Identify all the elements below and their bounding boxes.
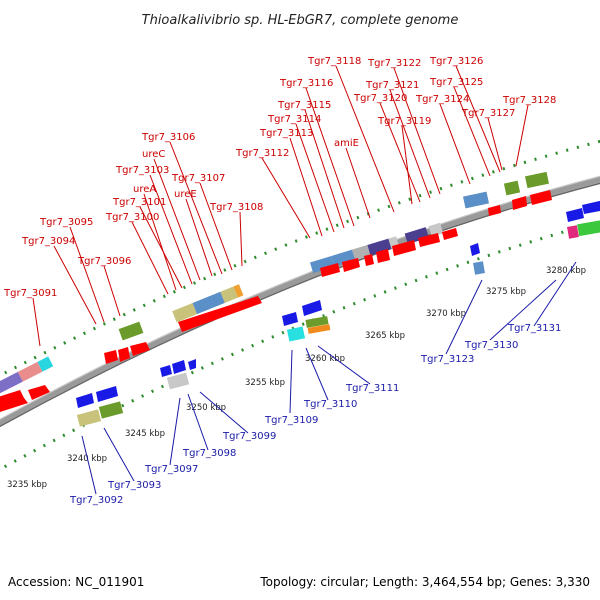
reverse-cds-arrows: [76, 200, 600, 408]
scale-label-3240: 3240 kbp: [67, 454, 107, 464]
gene-label-Tgr7_3091[interactable]: Tgr7_3091: [3, 288, 57, 299]
gene-label-Tgr7_3109[interactable]: Tgr7_3109: [264, 415, 318, 426]
gene-label-Tgr7_3095[interactable]: Tgr7_3095: [39, 217, 93, 228]
gene-label-Tgr7_3111[interactable]: Tgr7_3111: [345, 383, 399, 394]
gene-label-Tgr7_3125[interactable]: Tgr7_3125: [429, 77, 483, 88]
genome-backbone: [0, 175, 600, 428]
gene-label-ureC[interactable]: ureC: [142, 149, 165, 160]
gene-label-Tgr7_3130[interactable]: Tgr7_3130: [464, 340, 518, 351]
gene-label-Tgr7_3100[interactable]: Tgr7_3100: [105, 212, 159, 223]
reverse-annotation-blocks: [76, 219, 600, 427]
reverse-gene-labels: Tgr7_3092 Tgr7_3093 Tgr7_3097 Tgr7_3098 …: [69, 323, 561, 506]
gene-label-Tgr7_3094[interactable]: Tgr7_3094: [21, 236, 75, 247]
scale-label-3260: 3260 kbp: [305, 354, 345, 364]
scale-label-3235: 3235 kbp: [7, 480, 47, 490]
gene-label-Tgr7_3114[interactable]: Tgr7_3114: [267, 114, 321, 125]
genome-summary-text: Topology: circular; Length: 3,464,554 bp…: [259, 575, 590, 589]
scale-label-3265: 3265 kbp: [365, 331, 405, 341]
scale-labels: 3235 kbp 3240 kbp 3245 kbp 3250 kbp 3255…: [7, 266, 586, 490]
gene-label-ureE[interactable]: ureE: [174, 189, 197, 200]
gene-label-Tgr7_3127[interactable]: Tgr7_3127: [461, 108, 515, 119]
scale-label-3280: 3280 kbp: [546, 266, 586, 276]
gene-label-Tgr7_3093[interactable]: Tgr7_3093: [107, 480, 161, 491]
gene-label-ureA[interactable]: ureA: [133, 184, 156, 195]
gene-label-Tgr7_3120[interactable]: Tgr7_3120: [353, 93, 407, 104]
gene-label-Tgr7_3121[interactable]: Tgr7_3121: [365, 80, 419, 91]
gene-label-Tgr7_3128[interactable]: Tgr7_3128: [502, 95, 556, 106]
scale-label-3245: 3245 kbp: [125, 429, 165, 439]
gene-label-Tgr7_3131[interactable]: Tgr7_3131: [507, 323, 561, 334]
scale-label-3275: 3275 kbp: [486, 287, 526, 297]
gene-label-Tgr7_3101[interactable]: Tgr7_3101: [112, 197, 166, 208]
map-title: Thioalkalivibrio sp. HL-EbGR7, complete …: [142, 13, 459, 28]
gene-label-Tgr7_3103[interactable]: Tgr7_3103: [115, 165, 169, 176]
gene-label-Tgr7_3119[interactable]: Tgr7_3119: [377, 116, 431, 127]
gene-label-Tgr7_3092[interactable]: Tgr7_3092: [69, 495, 123, 506]
gene-label-Tgr7_3097[interactable]: Tgr7_3097: [144, 464, 198, 475]
gene-label-Tgr7_3124[interactable]: Tgr7_3124: [415, 94, 469, 105]
gene-label-Tgr7_3112[interactable]: Tgr7_3112: [235, 148, 289, 159]
gene-label-Tgr7_3113[interactable]: Tgr7_3113: [259, 128, 313, 139]
gene-label-Tgr7_3123[interactable]: Tgr7_3123: [420, 354, 474, 365]
gene-label-Tgr7_3116[interactable]: Tgr7_3116: [279, 78, 333, 89]
scale-label-3255: 3255 kbp: [245, 378, 285, 388]
gene-label-Tgr7_3098[interactable]: Tgr7_3098: [182, 448, 236, 459]
gene-label-Tgr7_3122[interactable]: Tgr7_3122: [367, 58, 421, 69]
gene-label-Tgr7_3126[interactable]: Tgr7_3126: [429, 56, 483, 67]
forward-cds-arrows: [0, 190, 552, 412]
reverse-label-leaders: [81, 261, 577, 495]
gene-label-Tgr7_3099[interactable]: Tgr7_3099: [222, 431, 276, 442]
gene-label-Tgr7_3108[interactable]: Tgr7_3108: [209, 202, 263, 213]
gene-label-amiE[interactable]: amiE: [334, 138, 359, 149]
gene-label-Tgr7_3118[interactable]: Tgr7_3118: [307, 56, 361, 67]
gene-label-Tgr7_3096[interactable]: Tgr7_3096: [77, 256, 131, 267]
gene-label-Tgr7_3106[interactable]: Tgr7_3106: [141, 132, 195, 143]
gene-label-Tgr7_3115[interactable]: Tgr7_3115: [277, 100, 331, 111]
gene-label-Tgr7_3107[interactable]: Tgr7_3107: [171, 173, 225, 184]
forward-label-leaders: [32, 65, 529, 347]
gene-label-Tgr7_3110[interactable]: Tgr7_3110: [303, 399, 357, 410]
forward-gene-labels: Tgr7_3091 Tgr7_3094 Tgr7_3095 Tgr7_3096 …: [3, 56, 556, 299]
scale-label-3270: 3270 kbp: [426, 309, 466, 319]
scale-label-3250: 3250 kbp: [186, 403, 226, 413]
accession-text: Accession: NC_011901: [8, 575, 144, 589]
